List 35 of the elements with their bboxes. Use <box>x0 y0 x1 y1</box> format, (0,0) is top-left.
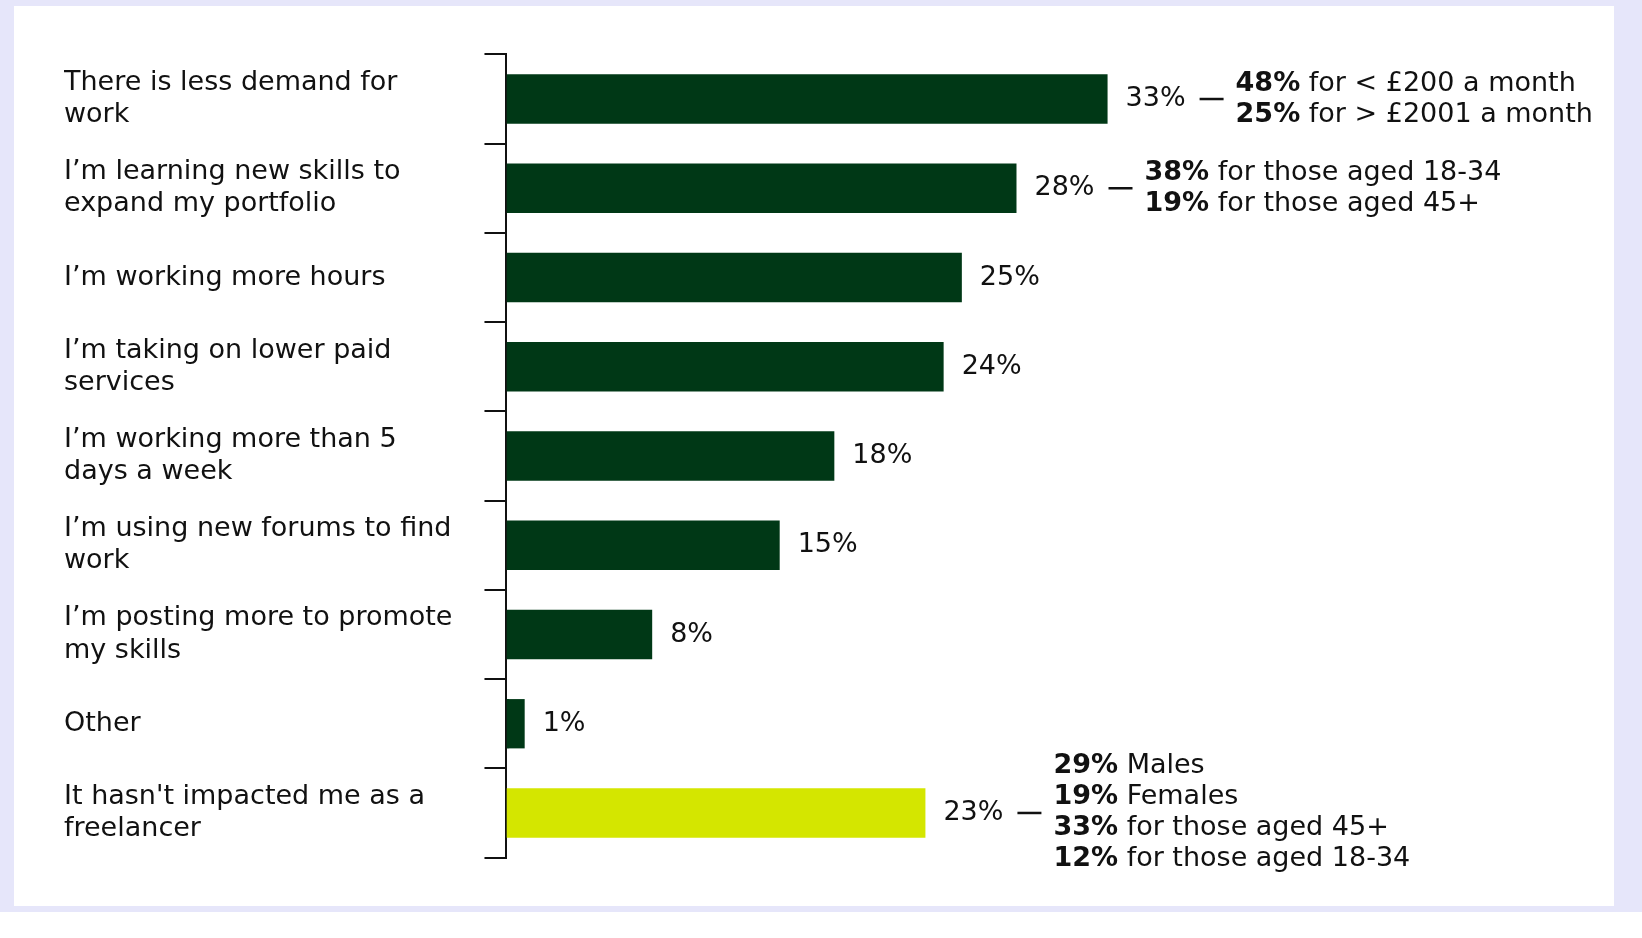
data-label: 1% <box>542 705 586 737</box>
bar <box>506 520 780 570</box>
data-label: 15% <box>797 527 858 559</box>
data-label: 25% <box>979 259 1040 291</box>
bar <box>506 342 944 392</box>
annotation: 19% Females <box>1053 779 1239 811</box>
bar <box>506 431 835 481</box>
y-tick-label: I’m taking on lower paid services <box>64 332 392 396</box>
text: 25% for > £2001 a month <box>1235 96 1593 128</box>
bar <box>506 74 1108 124</box>
data-label: 23% <box>943 794 1004 826</box>
y-tick-label: I’m working more than 5 days a week <box>64 421 397 486</box>
annotation: 29% Males <box>1053 748 1205 780</box>
y-tick-label: There is less demand for work <box>63 64 399 129</box>
bar <box>506 252 962 303</box>
data-label: 33% <box>1125 81 1186 113</box>
bar <box>506 788 926 838</box>
y-tick-label: I’m learning new skills to expand my portfolio <box>64 154 401 218</box>
data-label: 18% <box>852 438 913 470</box>
annotation: 12% for those aged 18-34 <box>1053 841 1411 873</box>
annotation: 33% for those aged 45+ <box>1053 810 1389 842</box>
y-tick-label: I’m using new forums to find work <box>64 511 452 575</box>
bar <box>506 163 1017 213</box>
text: 48% for < £200 a month <box>1235 65 1576 97</box>
y-tick-label: I’m posting more to promote my skills <box>64 600 453 664</box>
data-label: 28% <box>1034 170 1095 202</box>
y-tick-label: Other <box>64 705 142 737</box>
y-tick-label: I’m working more hours <box>64 259 386 291</box>
y-tick-label: It hasn't impacted me as a freelancer <box>64 778 426 843</box>
data-label: 24% <box>961 348 1022 380</box>
text: 38% for those aged 18-34 <box>1144 154 1502 186</box>
bar <box>506 609 653 660</box>
text: 19% for those aged 45+ <box>1144 185 1480 217</box>
data-label: 8% <box>670 616 714 648</box>
bar <box>506 699 525 749</box>
